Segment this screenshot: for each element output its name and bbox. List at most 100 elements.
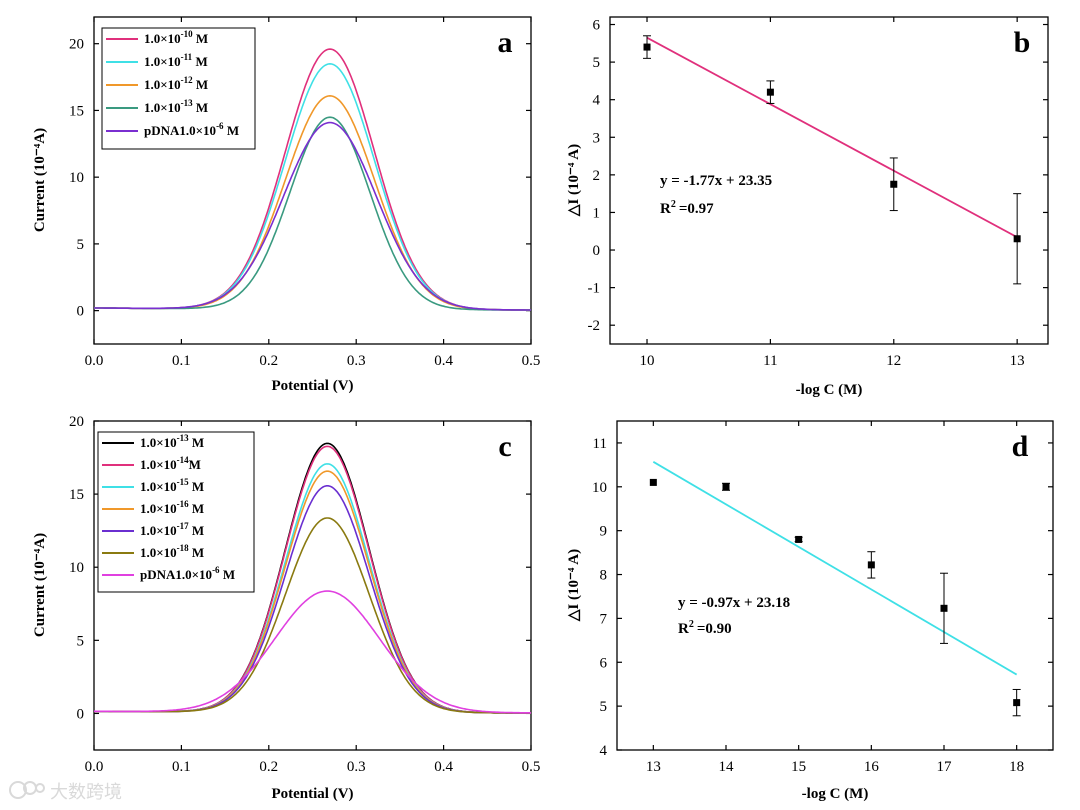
c-legend-entry: 1.0×10-13 M — [140, 433, 204, 450]
b-x-tick-label: 11 — [763, 353, 777, 369]
c-legend-unit: M — [189, 501, 205, 516]
d-y-tick-label: 9 — [600, 524, 608, 540]
d-fit-equation: y = -0.97x + 23.18 — [678, 595, 790, 611]
b-y-tick-label: 5 — [593, 55, 601, 71]
a-legend-exp: -6 — [216, 121, 224, 131]
c-legend-base: 1.0×10 — [140, 545, 177, 560]
a-legend-base: 1.0×10 — [144, 31, 181, 46]
d-y-tick-label: 10 — [592, 480, 607, 496]
a-legend-exp: -10 — [181, 29, 193, 39]
a-y-tick-label: 20 — [69, 37, 84, 53]
d-r2-exp: 2 — [689, 619, 694, 630]
a-y-tick-label: 10 — [69, 170, 84, 186]
a-legend-base: 1.0×10 — [144, 54, 181, 69]
c-legend-unit: M — [189, 435, 205, 450]
c-y-tick-label: 10 — [69, 560, 84, 576]
b-r2-value: =0.97 — [679, 201, 714, 217]
a-legend-unit: M — [193, 77, 209, 92]
c-series-line — [94, 517, 531, 714]
c-legend-unit: M — [189, 545, 205, 560]
b-panel-label: b — [1014, 26, 1031, 59]
b-y-tick-label: 3 — [593, 130, 601, 146]
a-y-tick-label: 0 — [77, 304, 85, 320]
a-legend-box — [101, 27, 256, 150]
d-fit-line — [652, 461, 1018, 676]
b-fit-line — [646, 36, 1018, 239]
a-legend-entry: 1.0×10-12 M — [144, 75, 208, 92]
b-data-point — [643, 43, 651, 51]
d-y-tick-label: 11 — [593, 436, 607, 452]
c-x-tick-label: 0.1 — [172, 759, 191, 775]
b-y-tick-label: -2 — [588, 318, 601, 334]
a-x-tick-label: 0.5 — [522, 353, 541, 369]
panel-a: 0.0 0.1 0.2 0.3 0.4 0.5 0 5 10 15 20 Potential (V) C… — [32, 16, 541, 394]
c-legend-entry: 1.0×10-18 M — [140, 543, 204, 560]
d-y-tick-label: 7 — [600, 611, 608, 627]
a-legend-base: pDNA1.0×10 — [144, 123, 216, 138]
b-data-point — [1013, 235, 1021, 243]
b-fit-equation: y = -1.77x + 23.35 — [660, 173, 772, 189]
d-y-tick-label: 4 — [600, 743, 608, 759]
c-series-line — [93, 590, 532, 714]
c-x-tick-label: 0.2 — [259, 759, 278, 775]
c-legend-entry: 1.0×10-17 M — [140, 521, 204, 538]
b-y-tick-label: -1 — [588, 281, 601, 297]
a-legend-base: 1.0×10 — [144, 100, 181, 115]
c-panel-label: c — [498, 430, 511, 463]
b-y-axis-label: △I (10⁻⁴ A) — [566, 144, 582, 217]
c-legend-base: 1.0×10 — [140, 479, 177, 494]
c-legend-base: pDNA1.0×10 — [140, 567, 212, 582]
c-y-tick-label: 0 — [77, 706, 85, 722]
d-x-tick-label: 16 — [864, 759, 880, 775]
c-legend-exp: -6 — [212, 565, 220, 575]
d-plot-frame — [616, 420, 1054, 751]
c-x-tick-label: 0.5 — [522, 759, 541, 775]
a-y-tick-label: 5 — [77, 237, 85, 253]
c-legend-unit: M — [189, 523, 205, 538]
a-legend-unit: M — [193, 31, 209, 46]
b-data-point — [890, 180, 898, 188]
d-x-axis-label: -log C (M) — [802, 786, 869, 802]
c-legend-unit: M — [220, 567, 236, 582]
c-legend-exp: -14 — [177, 455, 189, 465]
a-plot-frame — [93, 16, 532, 345]
d-y-tick-label: 8 — [600, 568, 608, 584]
a-legend-entry: 1.0×10-10 M — [144, 29, 208, 46]
a-legend-exp: -12 — [181, 75, 193, 85]
c-y-tick-label: 20 — [69, 414, 84, 430]
b-x-tick-label: 12 — [886, 353, 901, 369]
d-data-point — [649, 478, 657, 486]
a-panel-label: a — [498, 26, 513, 59]
c-legend-base: 1.0×10 — [140, 501, 177, 516]
d-x-tick-label: 18 — [1009, 759, 1024, 775]
c-legend-base: 1.0×10 — [140, 435, 177, 450]
d-data-point — [1013, 699, 1021, 707]
b-r2-label: R — [660, 201, 671, 217]
a-legend-entry: 1.0×10-13 M — [144, 98, 208, 115]
b-y-tick-label: 2 — [593, 168, 601, 184]
a-x-tick-label: 0.2 — [259, 353, 278, 369]
b-y-tick-label: 4 — [593, 93, 601, 109]
c-y-tick-label: 5 — [77, 633, 85, 649]
c-legend-exp: -17 — [177, 521, 189, 531]
a-series-line — [94, 121, 531, 311]
d-y-tick-label: 6 — [600, 655, 608, 671]
b-r2-exp: 2 — [671, 199, 676, 210]
a-legend-unit: M — [224, 123, 240, 138]
d-r-squared: R2 =0.90 — [678, 619, 732, 637]
a-x-tick-label: 0.3 — [347, 353, 366, 369]
b-plot-frame — [609, 16, 1049, 345]
c-legend-base: 1.0×10 — [140, 523, 177, 538]
b-data-point — [766, 88, 774, 96]
a-legend-unit: M — [192, 54, 208, 69]
a-legend-entry: 1.0×10-11 M — [144, 52, 208, 69]
a-legend-entry: pDNA1.0×10-6 M — [144, 121, 239, 138]
c-x-tick-label: 0.0 — [85, 759, 104, 775]
c-legend-exp: -15 — [177, 477, 189, 487]
a-x-tick-label: 0.4 — [434, 353, 453, 369]
c-legend-unit: M — [189, 457, 201, 472]
c-x-tick-label: 0.4 — [434, 759, 453, 775]
c-legend-unit: M — [189, 479, 205, 494]
